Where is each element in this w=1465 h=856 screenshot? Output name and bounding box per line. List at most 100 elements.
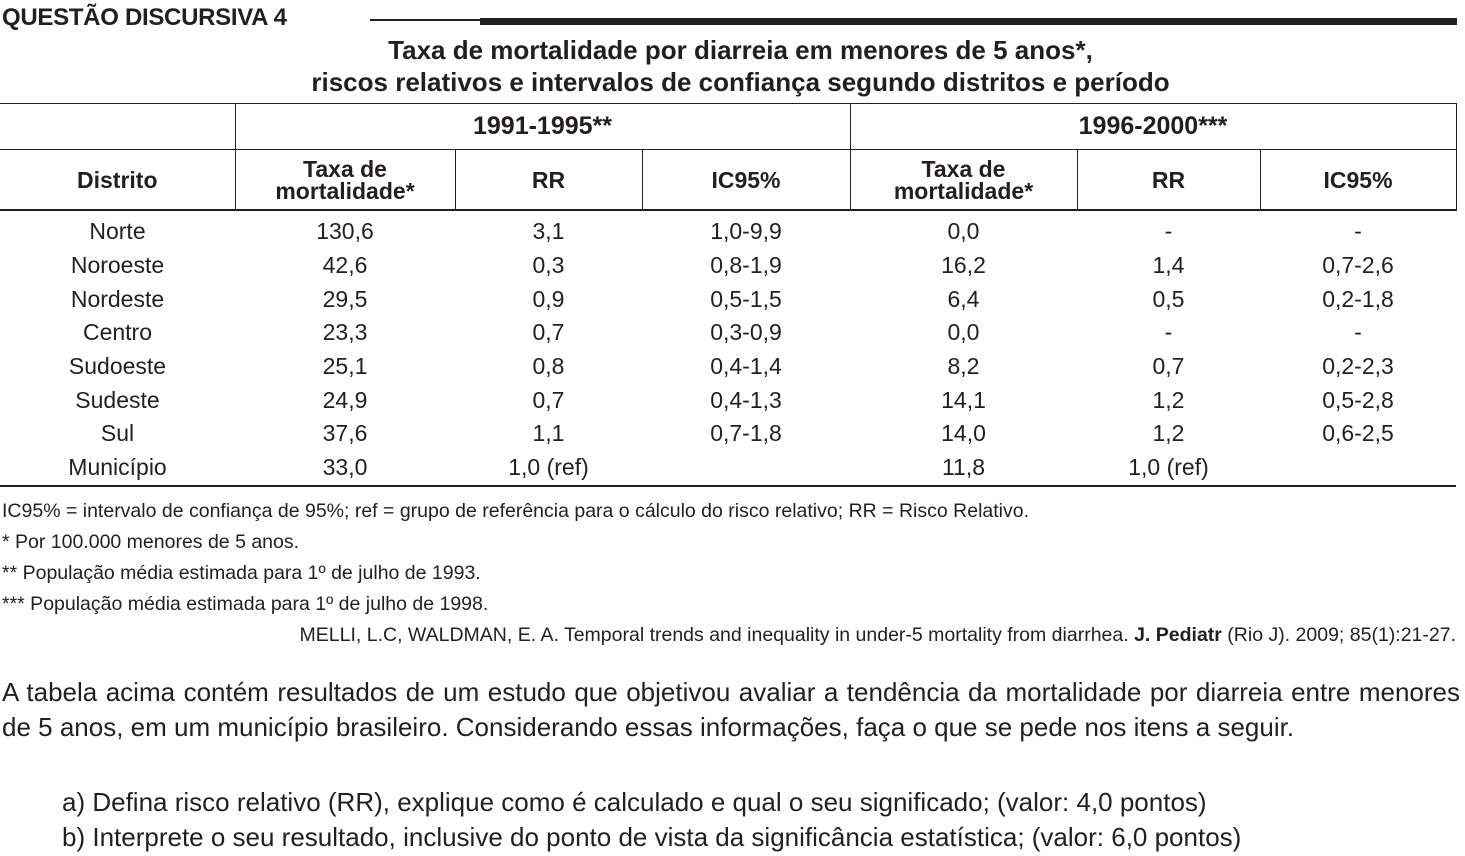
cell-ic2: 0,5-2,8 xyxy=(1322,386,1394,413)
cell-ic2: 0,7-2,6 xyxy=(1322,252,1394,279)
cell-taxa1: 29,5 xyxy=(322,285,368,312)
citation-authors-title: MELLI, L.C, WALDMAN, E. A. Temporal tren… xyxy=(299,624,1135,646)
cell-distrito: Norte xyxy=(89,218,146,245)
table-title-line1: Taxa de mortalidade por diarreia em meno… xyxy=(388,35,1093,65)
question-items: a) Defina risco relativo (RR), explique … xyxy=(62,785,1241,855)
cell-ic2: 0,2-2,3 xyxy=(1322,353,1394,380)
col-taxa2-line2: mortalidade* xyxy=(893,177,1034,204)
cell-ic2: - xyxy=(1354,218,1362,245)
period1-header: 1991-1995** xyxy=(235,103,851,150)
cell-ic2: - xyxy=(1354,319,1362,346)
cell-distrito: Município xyxy=(0,450,235,487)
cell-rr2: 0,5 xyxy=(1152,285,1185,312)
cell-ic1 xyxy=(642,450,850,487)
cell-distrito: Sul xyxy=(100,420,135,447)
col-ic1-header: IC95% xyxy=(642,149,851,211)
col-rr1-header: RR xyxy=(455,149,643,211)
cell-taxa2: 14,1 xyxy=(941,386,986,413)
cell-rr1: 1,1 xyxy=(532,420,565,447)
table-row: Sudoeste 25,1 0,8 0,4-1,4 8,2 0,7 0,2-2,… xyxy=(0,350,1456,384)
table-row: Norte 130,6 3,1 1,0-9,9 0,0 - - xyxy=(0,210,1456,249)
header-rule-thick xyxy=(480,18,1457,25)
cell-rr1: 0,7 xyxy=(532,386,565,413)
cell-taxa2: 0,0 xyxy=(947,319,980,346)
cell-rr2: 1,2 xyxy=(1152,386,1185,413)
cell-ic1: 0,5-1,5 xyxy=(710,285,782,312)
cell-distrito: Sudeste xyxy=(75,386,160,413)
column-header-row: Distrito Taxa de mortalidade* RR IC95% T… xyxy=(0,149,1457,211)
cell-taxa2: 8,2 xyxy=(947,353,980,380)
table-title-line2: riscos relativos e intervalos de confian… xyxy=(311,67,1170,97)
col-rr2-header: RR xyxy=(1077,149,1261,211)
note-abbreviations: IC95% = intervalo de confiança de 95%; r… xyxy=(2,500,1030,522)
note-population-1993: ** População média estimada para 1º de j… xyxy=(2,562,481,584)
table-row: Município 33,0 1,0 (ref) 11,8 1,0 (ref) xyxy=(0,450,1457,487)
cell-rr1: 3,1 xyxy=(532,218,565,245)
cell-ic1: 0,4-1,3 xyxy=(710,386,782,413)
table-row: Centro 23,3 0,7 0,3-0,9 0,0 - - xyxy=(0,316,1456,350)
cell-taxa2: 16,2 xyxy=(941,252,986,279)
table-row: Sul 37,6 1,1 0,7-1,8 14,0 1,2 0,6-2,5 xyxy=(0,417,1456,451)
cell-ic2 xyxy=(1260,450,1457,487)
question-paragraph: A tabela acima contém resultados de um e… xyxy=(2,677,1460,742)
cell-rr1: 0,8 xyxy=(532,353,565,380)
table-notes: IC95% = intervalo de confiança de 95%; r… xyxy=(2,496,1029,620)
cell-taxa2: 6,4 xyxy=(947,285,980,312)
table-row: Sudeste 24,9 0,7 0,4-1,3 14,1 1,2 0,5-2,… xyxy=(0,383,1456,417)
col-distrito-header: Distrito xyxy=(0,149,236,211)
cell-rr2: - xyxy=(1164,319,1173,346)
cell-distrito: Nordeste xyxy=(70,285,165,312)
item-a: a) Defina risco relativo (RR), explique … xyxy=(62,787,1207,817)
citation-journal: J. Pediatr xyxy=(1134,624,1222,646)
cell-taxa1: 130,6 xyxy=(316,218,374,245)
cell-taxa1: 33,0 xyxy=(235,450,455,487)
cell-ic1: 0,8-1,9 xyxy=(710,252,782,279)
cell-rr2: 1,2 xyxy=(1152,420,1185,447)
citation-details: (Rio J). 2009; 85(1):21-27. xyxy=(1221,624,1456,646)
cell-taxa2: 11,8 xyxy=(850,450,1077,487)
cell-taxa1: 37,6 xyxy=(322,420,368,447)
col-taxa1-header: Taxa de mortalidade* xyxy=(235,149,456,211)
cell-rr2: - xyxy=(1164,218,1173,245)
note-rate-unit: * Por 100.000 menores de 5 anos. xyxy=(2,531,300,553)
cell-rr1: 0,3 xyxy=(532,252,565,279)
cell-taxa1: 42,6 xyxy=(322,252,368,279)
table-row: Noroeste 42,6 0,3 0,8-1,9 16,2 1,4 0,7-2… xyxy=(0,249,1456,283)
cell-rr1: 0,7 xyxy=(532,319,565,346)
col-taxa2-header: Taxa de mortalidade* xyxy=(850,149,1078,211)
cell-ic1: 1,0-9,9 xyxy=(710,218,782,245)
col-ic2-header: IC95% xyxy=(1260,149,1457,211)
cell-ic1: 0,4-1,4 xyxy=(710,353,782,380)
citation: MELLI, L.C, WALDMAN, E. A. Temporal tren… xyxy=(300,624,1456,647)
cell-rr2: 1,4 xyxy=(1152,252,1185,279)
cell-distrito: Noroeste xyxy=(70,252,165,279)
cell-ic2: 0,6-2,5 xyxy=(1322,420,1394,447)
cell-rr2: 0,7 xyxy=(1152,353,1185,380)
table-row: Nordeste 29,5 0,9 0,5-1,5 6,4 0,5 0,2-1,… xyxy=(0,282,1456,316)
cell-rr1: 0,9 xyxy=(532,285,565,312)
header-rule-thin xyxy=(370,19,485,21)
question-header: QUESTÃO DISCURSIVA 4 xyxy=(0,0,1465,40)
item-b: b) Interprete o seu resultado, inclusive… xyxy=(62,822,1242,852)
col-taxa2-line1: Taxa de xyxy=(921,155,1006,182)
cell-ic1: 0,7-1,8 xyxy=(710,420,782,447)
cell-taxa1: 24,9 xyxy=(322,386,368,413)
note-population-1998: *** População média estimada para 1º de … xyxy=(2,593,489,615)
cell-rr1: 1,0 (ref) xyxy=(455,450,642,487)
header-empty-cell xyxy=(0,103,236,150)
cell-taxa1: 25,1 xyxy=(322,353,368,380)
period-header-row: 1991-1995** 1996-2000*** xyxy=(0,103,1457,150)
cell-taxa1: 23,3 xyxy=(322,319,368,346)
mortality-table: 1991-1995** 1996-2000*** Distrito Taxa d… xyxy=(0,103,1457,487)
cell-distrito: Sudoeste xyxy=(68,353,167,380)
col-taxa1-line2: mortalidade* xyxy=(275,177,415,204)
period2-header: 1996-2000*** xyxy=(850,103,1457,150)
cell-ic1: 0,3-0,9 xyxy=(710,319,782,346)
cell-taxa2: 0,0 xyxy=(947,218,980,245)
cell-ic2: 0,2-1,8 xyxy=(1322,285,1394,312)
cell-distrito: Centro xyxy=(82,319,153,346)
cell-taxa2: 14,0 xyxy=(941,420,986,447)
cell-rr2: 1,0 (ref) xyxy=(1077,450,1260,487)
col-taxa1-line1: Taxa de xyxy=(303,155,387,182)
question-title: QUESTÃO DISCURSIVA 4 xyxy=(2,4,287,31)
